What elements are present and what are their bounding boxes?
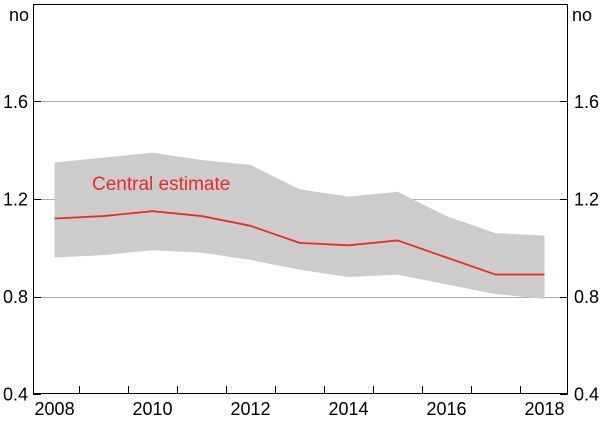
y-axis-unit-left: no <box>8 5 29 25</box>
x-tick-label-2010: 2010 <box>133 399 173 419</box>
central-estimate-label: Central estimate <box>92 174 231 195</box>
x-tick-label-2016: 2016 <box>426 399 466 419</box>
y-tick-label-left-1.2: 1.2 <box>3 190 28 210</box>
y-axis-unit-right: no <box>572 5 593 25</box>
y-tick-label-right-1.6: 1.6 <box>574 92 599 112</box>
x-tick-label-2018: 2018 <box>524 399 564 419</box>
plot-frame <box>33 4 568 394</box>
x-tick-label-2008: 2008 <box>35 399 75 419</box>
y-tick-label-left-0.8: 0.8 <box>3 287 28 307</box>
y-tick-label-left-1.6: 1.6 <box>3 92 28 112</box>
central-estimate-line <box>54 210 545 276</box>
confidence-band <box>54 152 545 299</box>
y-tick-label-left-0.4: 0.4 <box>3 385 28 405</box>
x-tick-label-2012: 2012 <box>231 399 271 419</box>
x-tick-label-2014: 2014 <box>328 399 368 419</box>
y-tick-label-right-1.2: 1.2 <box>574 190 599 210</box>
y-tick-label-right-0.4: 0.4 <box>574 385 599 405</box>
y-tick-label-right-0.8: 0.8 <box>574 287 599 307</box>
